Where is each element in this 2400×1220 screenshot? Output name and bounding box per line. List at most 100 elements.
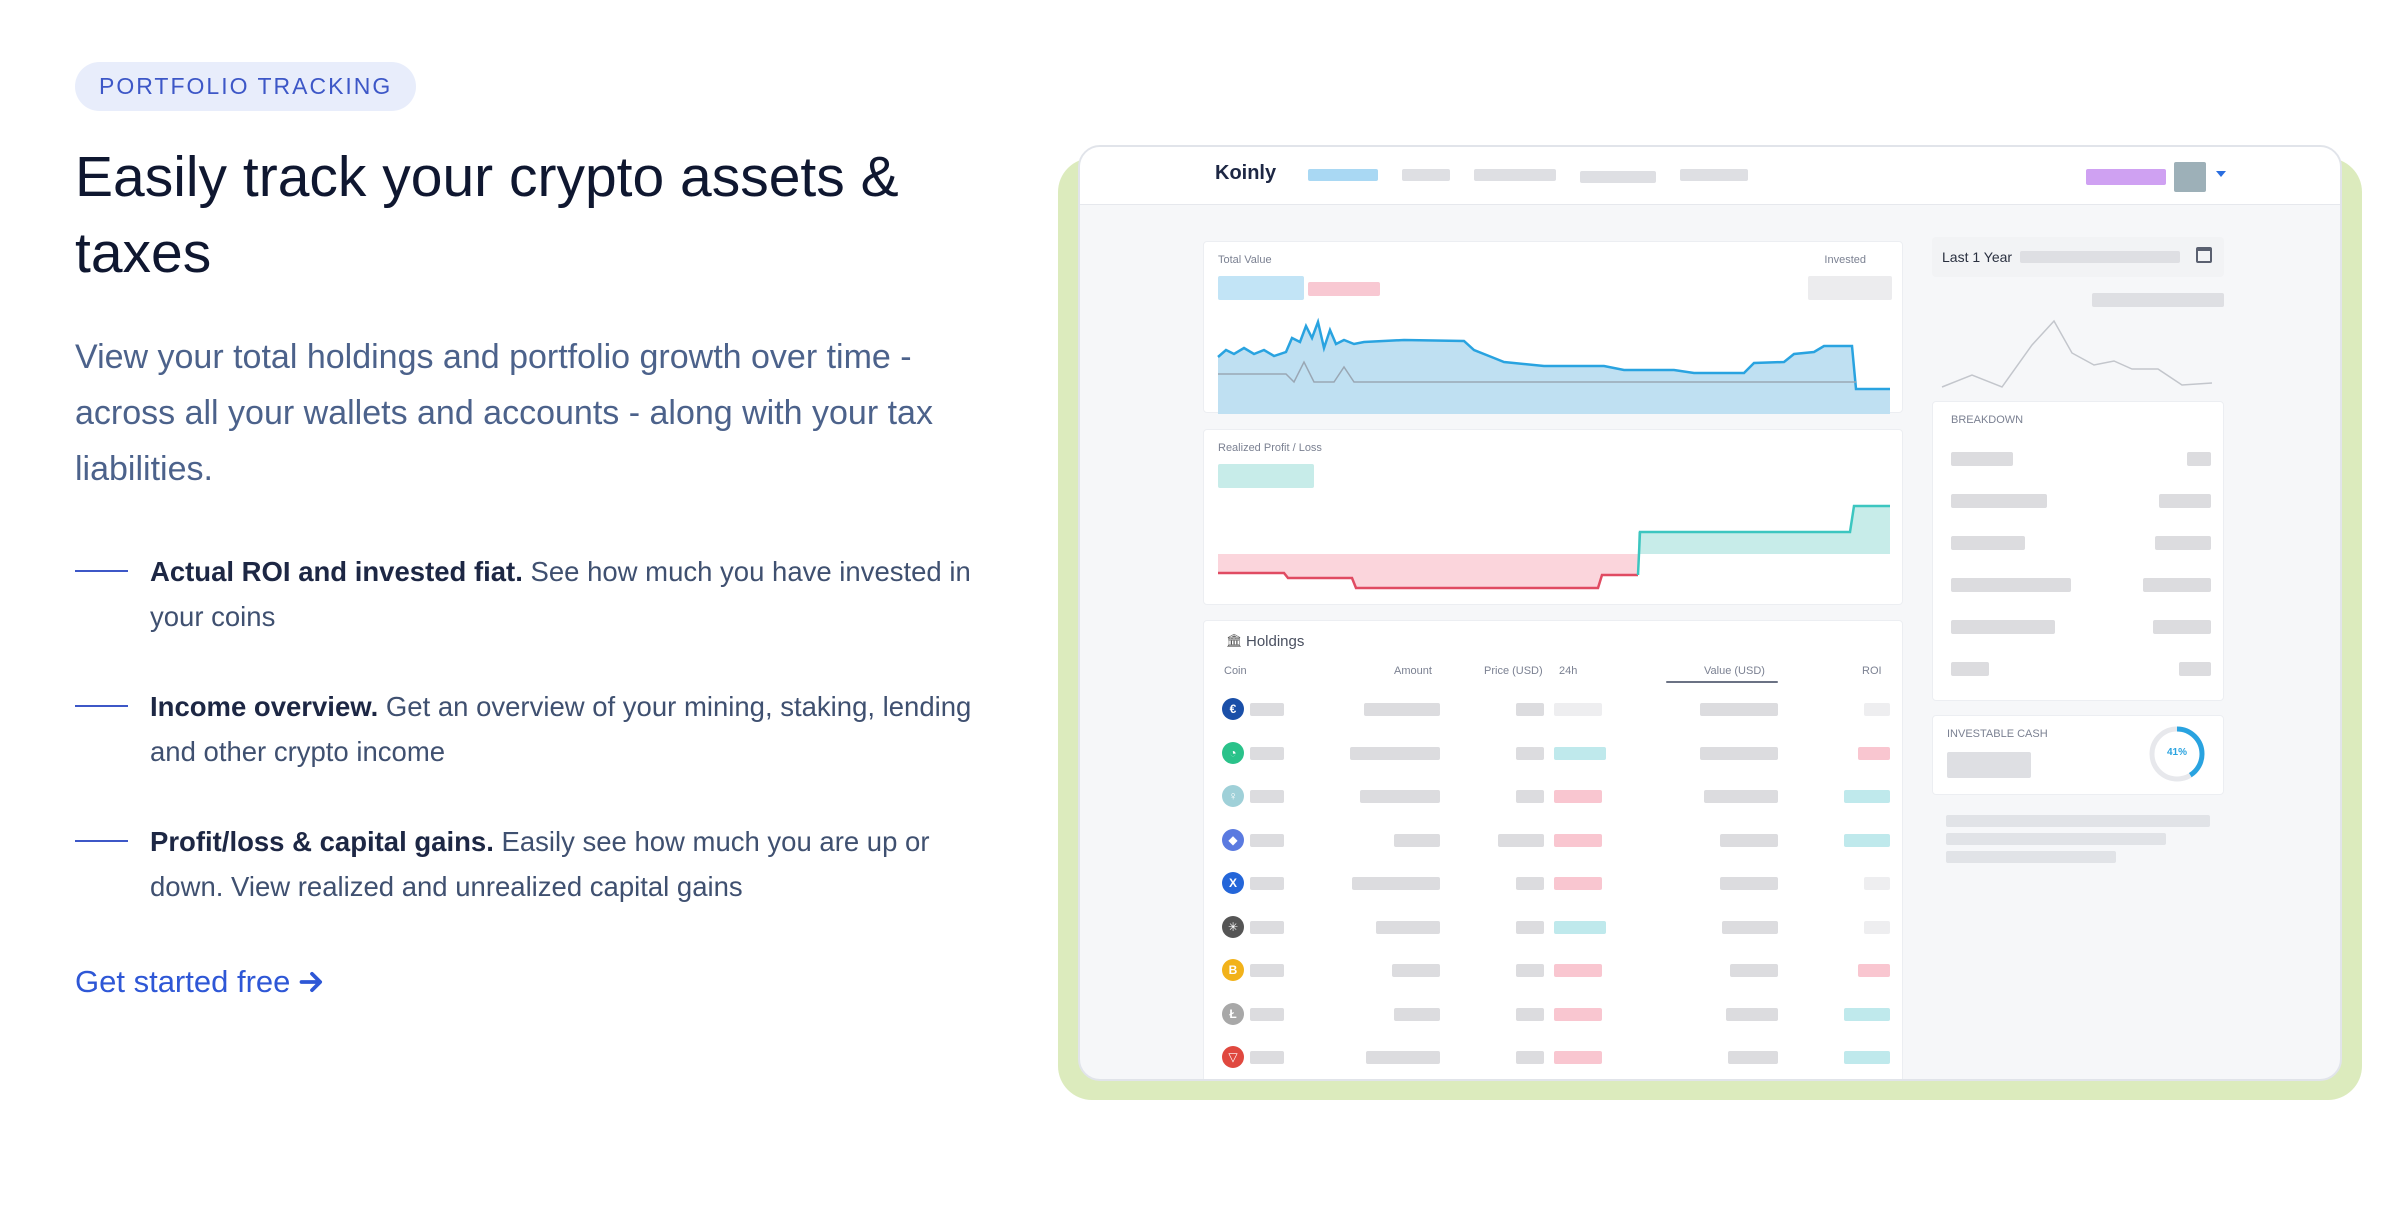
sidebar-sparkline: [1941, 319, 2213, 388]
coin-roi: [1864, 920, 1890, 934]
feature-dash: [75, 705, 128, 707]
breakdown-item-value: [2179, 662, 2211, 676]
investable-cash-label: INVESTABLE CASH: [1947, 728, 2048, 740]
coin-symbol: [1250, 833, 1284, 847]
period-label: Last 1 Year: [1942, 249, 2013, 265]
table-row[interactable]: Ł: [1204, 1001, 1904, 1027]
realized-pl-amount: [1218, 464, 1314, 488]
coin-amount: [1366, 1051, 1440, 1064]
realized-pl-label: Realized Profit / Loss: [1218, 442, 1322, 454]
section-badge: PORTFOLIO TRACKING: [75, 62, 417, 111]
coin-24h: [1554, 703, 1602, 716]
col-roi: ROI: [1862, 665, 1882, 677]
feature-text: See how much you have invested in your c…: [150, 556, 971, 632]
app-logo: Koinly: [1215, 162, 1277, 184]
total-value-change: [1308, 282, 1380, 296]
nav-item: [1680, 169, 1748, 181]
coin-24h: [1554, 1051, 1602, 1064]
investable-cash-card: INVESTABLE CASH 41%: [1932, 715, 2224, 795]
coin-symbol: [1250, 877, 1284, 890]
coin-price: [1498, 833, 1544, 847]
table-row[interactable]: €: [1204, 696, 1904, 722]
realized-pl-chart: [1218, 504, 1890, 590]
feature-item: Profit/loss & capital gains. Easily see …: [75, 819, 975, 909]
coin-symbol: [1250, 1007, 1284, 1021]
coin-roi: [1844, 790, 1890, 803]
coin-price: [1516, 790, 1544, 803]
coin-value: [1722, 920, 1778, 934]
investable-cash-gauge: [2149, 726, 2205, 782]
holdings-card: 🏛 Holdings Coin Amount Price (USD) 24h V…: [1203, 620, 1904, 1079]
breakdown-item-label: [1951, 662, 1989, 676]
breakdown-item-value: [2159, 494, 2211, 508]
coin-value: [1728, 1051, 1778, 1064]
total-value-amount: [1218, 276, 1304, 300]
coin-roi: [1864, 877, 1890, 890]
coin-24h: [1554, 920, 1606, 934]
feature-item: Income overview. Get an overview of your…: [75, 684, 975, 774]
coin-roi: [1844, 1051, 1890, 1064]
coin-24h: [1554, 964, 1602, 977]
coin-price: [1516, 703, 1544, 716]
sidebar-stat: [2092, 293, 2224, 307]
ethereum-coin-icon: ◆: [1222, 828, 1244, 851]
iota-coin-icon: ✳: [1222, 915, 1244, 938]
coin-roi: [1864, 703, 1890, 716]
breakdown-item-label: [1951, 494, 2047, 508]
coin-value: [1726, 1007, 1778, 1021]
get-started-link[interactable]: Get started free: [75, 964, 326, 1000]
feature-dash: [75, 570, 128, 572]
breakdown-item-value: [2153, 620, 2211, 634]
coin-value: [1704, 790, 1778, 803]
upgrade-button: [2086, 169, 2166, 185]
chevron-down-icon: [2216, 171, 2226, 177]
nav-item: [1580, 171, 1656, 183]
feature-title: Profit/loss & capital gains.: [150, 826, 494, 857]
col-amount: Amount: [1394, 665, 1432, 677]
investable-cash-percent: 41%: [2166, 747, 2187, 758]
coin-symbol: [1250, 1051, 1284, 1064]
feature-list: Actual ROI and invested fiat. See how mu…: [75, 549, 975, 909]
coin-roi: [1844, 1007, 1890, 1021]
coin-amount: [1364, 703, 1440, 716]
table-row[interactable]: ◆: [1204, 827, 1904, 853]
col-value: Value (USD): [1704, 665, 1765, 677]
coin-amount: [1376, 920, 1440, 934]
period-selector[interactable]: Last 1 Year: [1932, 237, 2224, 277]
col-price: Price (USD): [1484, 665, 1543, 677]
cta-label: Get started free: [75, 964, 291, 999]
coin-24h: [1554, 877, 1602, 890]
holdings-title: Holdings: [1246, 633, 1305, 650]
coin-value: [1730, 964, 1778, 977]
investable-cash-amount: [1947, 752, 2031, 778]
coin-value: [1700, 703, 1778, 716]
footnote-line: [1946, 833, 2166, 845]
table-row[interactable]: B: [1204, 957, 1904, 983]
bank-icon: 🏛: [1226, 633, 1243, 648]
feature-title: Actual ROI and invested fiat.: [150, 556, 523, 587]
table-row[interactable]: X: [1204, 870, 1904, 896]
coin-symbol: [1250, 746, 1284, 760]
coin-price: [1516, 1007, 1544, 1021]
realized-pl-card: Realized Profit / Loss: [1203, 429, 1903, 605]
eur-coin-icon: €: [1222, 698, 1244, 720]
coin-roi: [1858, 964, 1890, 977]
col-coin: Coin: [1224, 665, 1247, 677]
table-row[interactable]: ✳: [1204, 914, 1904, 940]
app-preview: Koinly Total Value Invested Realized Pro…: [1078, 145, 2342, 1081]
celo-coin-icon: ◔: [1222, 741, 1244, 764]
lead-paragraph: View your total holdings and portfolio g…: [75, 338, 933, 488]
feature-title: Income overview.: [150, 691, 379, 722]
coin-value: [1720, 833, 1778, 847]
coin-symbol: [1250, 964, 1284, 977]
table-row[interactable]: ♀: [1204, 783, 1904, 809]
litecoin-coin-icon: Ł: [1222, 1002, 1244, 1025]
coin-symbol: [1250, 790, 1284, 803]
table-row[interactable]: ▽: [1204, 1044, 1904, 1070]
feature-section: PORTFOLIO TRACKING Easily track your cry…: [75, 62, 975, 1000]
coin-roi: [1844, 833, 1890, 847]
coin-value: [1720, 877, 1778, 890]
footnote-line: [1946, 815, 2210, 827]
breakdown-item-label: [1951, 620, 2055, 634]
table-row[interactable]: ◔: [1204, 740, 1904, 766]
